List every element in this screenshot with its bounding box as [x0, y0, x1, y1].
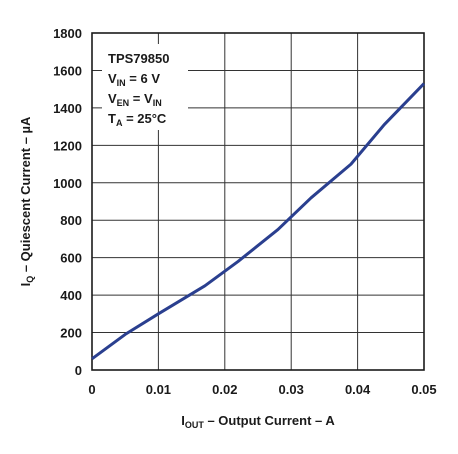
series-lines [91, 82, 426, 361]
annotation-line: VEN = VIN [108, 91, 162, 108]
annotation-background [102, 44, 188, 130]
annotation-line: TPS79850 [108, 51, 169, 66]
y-axis-label-rest: – Quiescent Current – µA [18, 116, 33, 276]
plot-border [91, 32, 425, 371]
y-tick-label: 1600 [53, 63, 82, 78]
y-tick-label: 600 [60, 251, 82, 266]
x-axis-label: IOUT – Output Current – A [181, 413, 335, 430]
y-tick-label: 1400 [53, 101, 82, 116]
x-tick-label: 0 [88, 382, 95, 397]
y-tick-labels: 0 200 400 600 800 1000 1200 1400 1600 1800 [53, 26, 82, 378]
series-line [91, 82, 426, 361]
y-tick-label: 200 [60, 326, 82, 341]
x-tick-label: 0.05 [411, 382, 436, 397]
y-tick-label: 400 [60, 288, 82, 303]
y-tick-label: 800 [60, 213, 82, 228]
x-tick-label: 0.04 [345, 382, 371, 397]
y-tick-label: 1200 [53, 138, 82, 153]
annotation-block: TPS79850 VIN = 6 V VEN = VIN TA = 25°C [108, 51, 169, 128]
x-tick-labels: 0 0.01 0.02 0.03 0.04 0.05 [88, 382, 436, 397]
annotation-line: TA = 25°C [108, 111, 167, 128]
y-axis-label: IQ – Quiescent Current – µA [18, 116, 35, 286]
y-tick-label: 1800 [53, 26, 82, 41]
y-axis-label-main: I [18, 283, 33, 287]
x-axis-label-main: I [181, 413, 185, 428]
annotation-line: VIN = 6 V [108, 71, 160, 88]
x-tick-label: 0.02 [212, 382, 237, 397]
x-tick-label: 0.03 [279, 382, 304, 397]
y-axis-label-sub: Q [25, 276, 35, 283]
x-tick-label: 0.01 [146, 382, 171, 397]
y-tick-label: 1000 [53, 176, 82, 191]
x-axis-label-sub: OUT [185, 420, 205, 430]
x-axis-label-rest: – Output Current – A [204, 413, 336, 428]
y-tick-label: 0 [75, 363, 82, 378]
